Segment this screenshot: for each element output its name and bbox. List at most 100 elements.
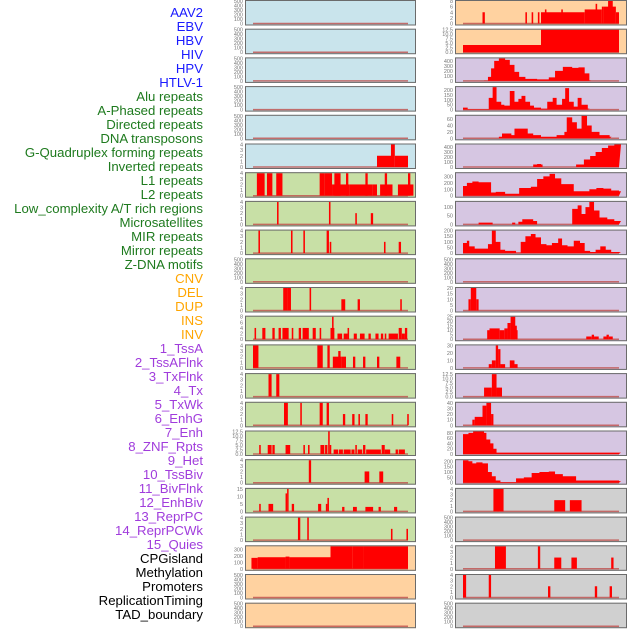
track-label: 9_Het: [167, 453, 203, 468]
y-tick-label: 0: [240, 567, 243, 573]
y-tick-label: 200: [444, 459, 453, 465]
y-tick-label: 3: [240, 177, 243, 183]
y-tick-label: 5.0: [235, 443, 243, 449]
y-tick-label: 300: [234, 65, 243, 71]
y-tick-label: 2: [450, 16, 453, 22]
track-label: HIV: [181, 47, 203, 62]
data-bar: [525, 12, 527, 24]
y-tick-label: 4: [450, 573, 453, 579]
data-bar: [285, 445, 291, 454]
data-bar: [290, 230, 293, 254]
y-tick-label: 0: [450, 309, 453, 315]
panel-frame: [455, 373, 627, 399]
data-bar: [298, 327, 302, 340]
data-bar: [388, 333, 398, 340]
y-tick-label: 100: [444, 470, 453, 476]
data-bar: [332, 356, 342, 368]
data-bar: [283, 288, 288, 311]
y-tick-label: 100: [444, 534, 453, 540]
y-tick-label: 200: [444, 271, 453, 277]
y-tick-label: 400: [444, 606, 453, 612]
data-bar: [326, 402, 329, 426]
data-bar: [476, 299, 479, 311]
y-tick-label: 200: [234, 554, 243, 560]
y-tick-label: 0: [450, 222, 453, 228]
data-bar: [615, 12, 619, 24]
y-tick-label: 200: [444, 181, 453, 187]
y-tick-label: 400: [234, 118, 243, 124]
data-bar: [343, 333, 348, 340]
data-bar: [319, 327, 322, 340]
y-tick-label: 200: [444, 529, 453, 535]
data-bar: [342, 506, 345, 512]
y-tick-label: 2: [240, 332, 243, 338]
data-bar: [584, 9, 602, 24]
y-tick-label: 0: [450, 452, 453, 458]
data-bar: [470, 288, 477, 311]
y-tick-label: 2: [240, 469, 243, 475]
track-panel: 0 50 100: [444, 200, 627, 228]
panel-background: [455, 287, 627, 313]
track-label: 4_Tx: [173, 383, 203, 398]
data-area: [463, 230, 621, 254]
track-label: Alu repeats: [136, 89, 203, 104]
track-panel: 0.02.55.07.510.012.5: [442, 28, 627, 56]
y-tick-label: 300: [234, 37, 243, 43]
y-tick-label: 0: [240, 79, 243, 85]
panel-background: [245, 602, 416, 629]
y-tick-label: 0: [450, 194, 453, 200]
panel-background: [455, 487, 627, 514]
panel-frame: [245, 602, 416, 629]
panel-background: [245, 0, 416, 26]
data-bar: [398, 327, 402, 340]
data-bar: [396, 356, 401, 368]
data-bar: [325, 445, 328, 454]
data-bar: [531, 12, 534, 24]
panel-frame: [245, 373, 416, 399]
data-bar: [343, 449, 351, 454]
y-tick-label: 500: [234, 114, 243, 120]
panel-frame: [245, 344, 416, 370]
y-tick-label: 3: [240, 378, 243, 384]
track-label: 2_TssAFlnk: [134, 355, 203, 370]
y-tick-label: 2: [450, 556, 453, 562]
y-tick-label: 100: [444, 74, 453, 80]
panel-frame: [455, 545, 627, 571]
data-bar: [499, 330, 505, 340]
y-tick-label: 150: [444, 465, 453, 471]
data-bar: [380, 333, 384, 340]
data-bar: [282, 327, 284, 340]
data-bar: [571, 557, 577, 569]
panel-background: [245, 373, 416, 399]
y-tick-label: 400: [234, 32, 243, 38]
y-tick-label: 20: [447, 351, 453, 357]
y-tick-label: 0: [450, 165, 453, 171]
y-tick-label: 40: [447, 441, 453, 447]
data-bar: [594, 586, 598, 598]
y-tick-label: 3: [450, 493, 453, 499]
data-bar: [266, 173, 273, 196]
y-tick-label: 12.5: [442, 372, 453, 378]
track-panel: 0.02.55.07.510.012.5: [442, 372, 627, 401]
track-label: ReplicationTiming: [98, 593, 203, 608]
y-tick-label: 8: [240, 315, 243, 321]
data-bar: [268, 374, 272, 397]
panel-background: [455, 86, 627, 112]
y-tick-label: 200: [234, 615, 243, 621]
y-tick-label: 8: [450, 0, 453, 5]
track-label: Promoters: [142, 579, 203, 594]
y-tick-label: 0: [450, 509, 453, 515]
y-tick-label: 1: [240, 389, 243, 395]
data-bar: [486, 402, 492, 426]
y-tick-label: 0: [450, 337, 453, 343]
panel-background: [455, 57, 627, 83]
data-bar: [496, 387, 502, 397]
